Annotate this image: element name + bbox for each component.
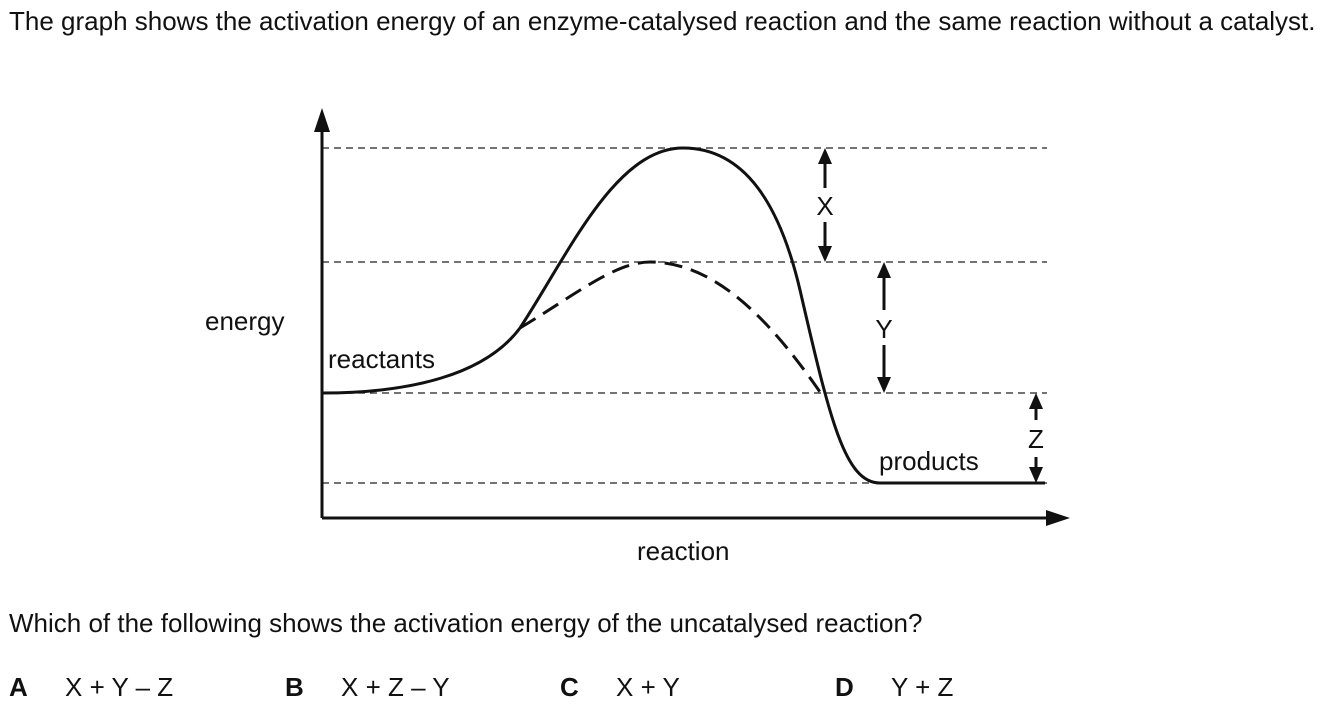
products-label: products [879, 446, 979, 476]
y-axis-arrowhead [314, 108, 330, 132]
option-c[interactable]: C X + Y [560, 672, 680, 703]
option-text: X + Z – Y [341, 672, 450, 702]
arrow-x-label: X [816, 191, 833, 221]
arrow-z-label: Z [1028, 424, 1044, 454]
reactants-label: reactants [328, 344, 435, 374]
question-text: Which of the following shows the activat… [9, 608, 923, 638]
axes [320, 122, 1048, 520]
option-text: Y + Z [891, 672, 954, 702]
reference-lines [322, 147, 1047, 484]
x-axis-arrowhead [1046, 510, 1070, 526]
arrow-y: Y [875, 262, 893, 393]
arrow-z: Z [1028, 393, 1044, 483]
uncatalysed-curve [321, 146, 1045, 485]
option-text: X + Y – Z [65, 672, 174, 702]
y-axis-label: energy [205, 306, 285, 336]
option-d[interactable]: D Y + Z [835, 672, 953, 703]
option-b[interactable]: B X + Z – Y [285, 672, 450, 703]
x-axis-label: reaction [637, 536, 730, 566]
intro-text: The graph shows the activation energy of… [9, 6, 1316, 36]
arrow-y-label: Y [875, 314, 892, 344]
answer-options: A X + Y – Z B X + Z – Y C X + Y D Y + Z [9, 672, 1109, 708]
option-letter: B [285, 672, 304, 702]
option-text: X + Y [616, 672, 680, 702]
arrow-x: X [816, 148, 834, 262]
option-letter: C [560, 672, 579, 702]
catalysed-curve [519, 260, 822, 393]
option-letter: D [835, 672, 854, 702]
option-a[interactable]: A X + Y – Z [9, 672, 173, 703]
option-letter: A [9, 672, 28, 702]
